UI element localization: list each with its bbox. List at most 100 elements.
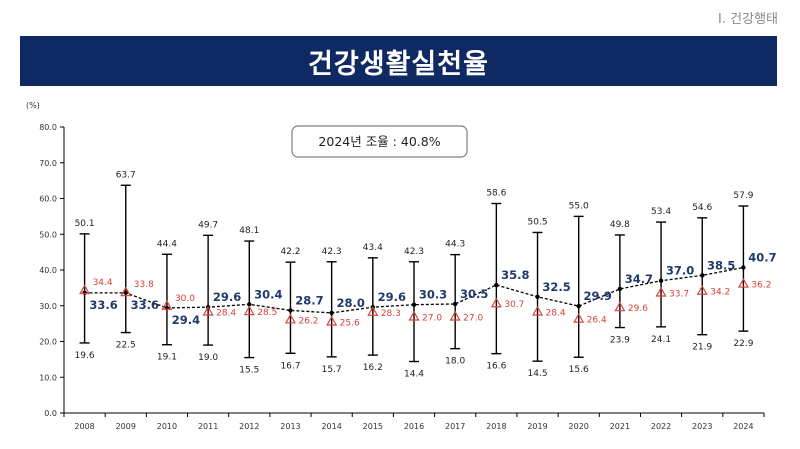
main-value-label: 34.7	[625, 272, 653, 286]
x-tick-label: 2022	[651, 422, 671, 431]
min-label: 14.4	[404, 370, 424, 380]
sub-value-label: 25.6	[340, 318, 360, 328]
max-label: 57.9	[733, 191, 753, 201]
y-tick-label: 70.0	[39, 159, 57, 168]
main-point	[741, 265, 746, 270]
y-tick-label: 40.0	[39, 266, 57, 275]
min-label: 19.1	[157, 353, 177, 363]
sub-value-label: 36.2	[751, 281, 771, 291]
x-tick-label: 2013	[280, 422, 300, 431]
sub-point	[161, 300, 173, 310]
min-label: 15.7	[322, 365, 342, 375]
sub-point	[655, 286, 667, 297]
sub-point	[696, 285, 708, 295]
main-point	[576, 303, 581, 309]
x-tick-label: 2014	[321, 422, 341, 431]
max-label: 55.0	[569, 201, 589, 211]
sub-value-label: 28.4	[216, 308, 236, 318]
main-value-label: 38.5	[707, 258, 735, 272]
annotation-box	[291, 125, 468, 158]
sub-value-label: 28.3	[381, 309, 401, 319]
sub-point	[614, 301, 626, 312]
annotation-text: 2024년 조율 : 40.8%	[318, 134, 440, 149]
sub-point	[326, 315, 338, 326]
x-tick-label: 2009	[116, 422, 136, 431]
annotation-group: 2024년 조율 : 40.8%	[291, 125, 468, 158]
series-line-main	[84, 266, 744, 314]
main-point	[452, 301, 458, 307]
sub-value-label: 27.0	[463, 313, 483, 323]
sub-point	[284, 313, 296, 324]
marks	[79, 265, 749, 326]
x-tick-label: 2020	[569, 422, 589, 431]
title-bar: 건강생활실천율	[20, 36, 777, 86]
main-value-label: 29.6	[378, 290, 406, 304]
chart-title: 건강생활실천율	[308, 48, 489, 80]
sub-value-label: 26.4	[587, 316, 607, 326]
max-label: 44.3	[445, 240, 465, 250]
series-lines	[84, 266, 744, 314]
main-point	[494, 282, 499, 288]
x-tick-label: 2016	[404, 422, 424, 431]
max-label: 49.8	[610, 220, 630, 230]
main-point	[247, 302, 252, 307]
y-tick-label: 60.0	[39, 195, 57, 204]
main-value-label: 33.6	[89, 298, 117, 312]
sub-value-label: 27.0	[422, 313, 442, 323]
sub-value-label: 29.6	[628, 304, 648, 314]
main-point	[700, 273, 705, 278]
min-label: 24.1	[651, 335, 671, 345]
sub-value-label: 30.0	[175, 294, 195, 304]
min-label: 16.2	[363, 363, 383, 373]
x-tick-label: 2015	[363, 422, 383, 431]
main-point	[658, 278, 664, 283]
main-point	[411, 302, 417, 307]
min-label: 21.9	[692, 343, 712, 353]
main-point	[617, 286, 623, 292]
main-value-label: 40.7	[748, 250, 776, 264]
sub-value-label: 34.4	[93, 278, 113, 288]
sub-value-label: 33.7	[669, 290, 689, 300]
min-label: 14.5	[528, 369, 548, 379]
main-value-label: 33.6	[131, 298, 159, 312]
x-tick-label: 2018	[486, 422, 506, 431]
max-label: 63.7	[116, 170, 136, 180]
min-label: 16.7	[280, 361, 300, 371]
max-label: 42.3	[322, 247, 342, 257]
section-label: Ⅰ. 건강행태	[718, 12, 778, 27]
x-tick-label: 2019	[527, 422, 547, 431]
max-label: 54.6	[692, 203, 712, 213]
y-tick-label: 50.0	[39, 230, 57, 239]
max-label: 43.4	[363, 243, 383, 253]
sub-point	[573, 312, 585, 323]
x-tick-label: 2008	[74, 422, 94, 431]
sub-point	[737, 277, 749, 288]
max-label: 42.3	[404, 247, 424, 257]
main-value-label: 30.4	[254, 287, 282, 301]
main-value-label: 28.7	[295, 293, 323, 307]
min-label: 15.5	[239, 366, 259, 376]
x-tick-label: 2021	[610, 422, 630, 431]
data-labels: 50.1 19.6 33.6 34.4 63.7 22.5 33.6 33.8 44.4 19.1…	[75, 170, 777, 379]
main-point	[82, 290, 87, 296]
main-point	[535, 294, 540, 300]
sub-point	[202, 305, 214, 316]
sub-value-label: 28.4	[546, 308, 566, 318]
x-tick-label: 2024	[733, 422, 753, 431]
main-point	[123, 290, 128, 296]
y-tick-label: 80.0	[39, 123, 57, 132]
sub-value-label: 28.5	[257, 308, 277, 318]
min-label: 18.0	[445, 357, 465, 367]
main-value-label: 28.0	[336, 296, 364, 310]
sub-value-label: 26.2	[298, 316, 318, 326]
main-value-label: 29.6	[213, 290, 241, 304]
main-value-label: 29.9	[584, 289, 612, 303]
sub-value-label: 34.2	[710, 288, 730, 298]
main-value-label: 35.8	[501, 268, 529, 282]
main-value-label: 37.0	[666, 264, 694, 278]
max-label: 44.4	[157, 239, 177, 249]
sub-point	[243, 305, 255, 316]
sub-point	[532, 305, 544, 316]
main-value-label: 29.4	[172, 313, 200, 327]
